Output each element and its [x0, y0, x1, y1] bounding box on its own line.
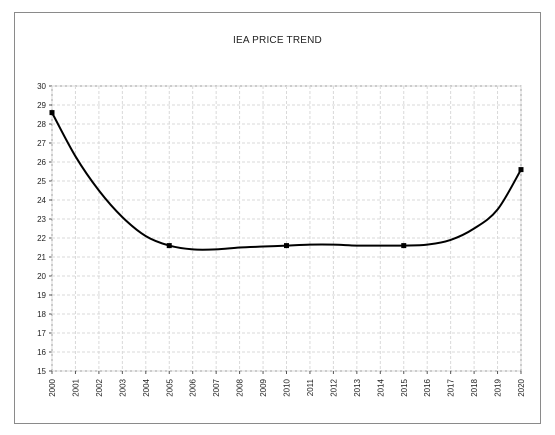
- y-tick-label: 23: [37, 215, 46, 224]
- y-tick-label: 24: [37, 196, 46, 205]
- y-tick-label: 28: [37, 120, 46, 129]
- y-tick-label: 25: [37, 177, 46, 186]
- x-tick-label: 2011: [306, 378, 315, 396]
- y-tick-label: 26: [37, 158, 46, 167]
- y-tick-label: 17: [37, 329, 46, 338]
- data-point-marker: [166, 243, 172, 249]
- x-tick-label: 2015: [400, 378, 409, 396]
- x-tick-label: 2009: [259, 378, 268, 396]
- x-tick-label: 2012: [329, 378, 338, 396]
- x-tick-label: 2004: [142, 378, 151, 396]
- y-tick-label: 18: [37, 310, 46, 319]
- x-tick-label: 2008: [236, 378, 245, 396]
- y-tick-label: 27: [37, 139, 46, 148]
- data-point-marker: [284, 243, 289, 249]
- x-tick-label: 2003: [118, 378, 127, 396]
- x-tick-label: 2017: [447, 378, 456, 396]
- chart-title: IEA PRICE TREND: [233, 35, 322, 46]
- y-tick-label: 20: [37, 272, 46, 281]
- x-tick-label: 2002: [95, 378, 104, 396]
- y-tick-label: 16: [37, 348, 46, 357]
- data-point-marker: [518, 167, 524, 173]
- x-tick-label: 2013: [353, 378, 362, 396]
- x-tick-label: 2020: [517, 378, 526, 396]
- y-tick-label: 29: [37, 101, 46, 110]
- x-tick-label: 2014: [376, 378, 385, 396]
- y-tick-label: 22: [37, 234, 46, 243]
- x-tick-label: 2007: [212, 378, 221, 396]
- y-tick-label: 15: [37, 367, 46, 376]
- x-tick-label: 2010: [283, 378, 292, 396]
- data-point-marker: [401, 243, 407, 249]
- x-tick-label: 2001: [71, 378, 80, 396]
- y-tick-label: 19: [37, 291, 46, 300]
- x-tick-label: 2018: [470, 378, 479, 396]
- x-tick-label: 2016: [423, 378, 432, 396]
- y-tick-label: 30: [37, 82, 46, 91]
- x-tick-label: 2006: [189, 378, 198, 396]
- y-tick-label: 21: [37, 253, 46, 262]
- x-tick-label: 2005: [165, 378, 174, 396]
- data-point-marker: [49, 110, 55, 116]
- x-tick-label: 2019: [494, 378, 503, 396]
- x-tick-label: 2000: [48, 378, 57, 396]
